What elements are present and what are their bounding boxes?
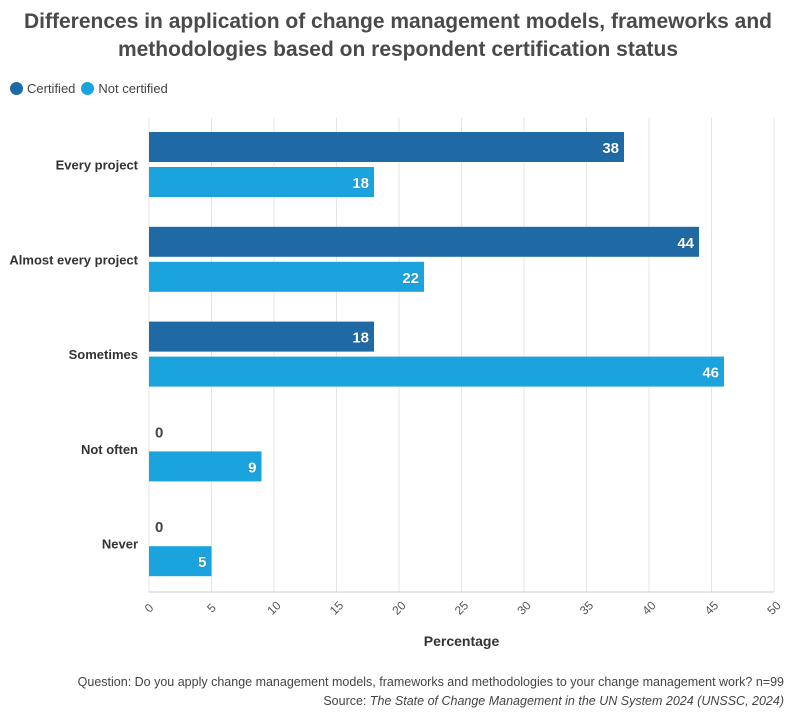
chart-title: Differences in application of change man… (0, 8, 796, 64)
x-tick-label-30: 30 (514, 598, 534, 618)
chart-footer: Question: Do you apply change management… (78, 673, 784, 711)
category-label-0: Every project (56, 158, 139, 173)
data-label-certified-0: 38 (602, 140, 619, 157)
data-label-not-certified-1: 22 (402, 270, 419, 287)
x-tick-label-25: 25 (452, 598, 472, 618)
x-tick-label-50: 50 (764, 598, 784, 618)
legend-item-not-certified[interactable]: Not certified (81, 80, 168, 96)
category-label-2: Sometimes (69, 347, 138, 362)
category-label-4: Never (102, 537, 138, 552)
data-label-certified-4: 0 (155, 519, 163, 536)
x-tick-label-15: 15 (327, 598, 347, 618)
bar-certified-1 (149, 226, 699, 257)
bar-certified-2 (149, 321, 374, 352)
data-label-not-certified-0: 18 (352, 175, 369, 192)
bar-not-certified-2 (149, 356, 724, 387)
bar-not-certified-0 (149, 167, 374, 197)
x-axis-label: Percentage (424, 633, 500, 649)
legend-swatch-certified (10, 81, 23, 95)
footer-source: Source: The State of Change Management i… (78, 692, 784, 711)
footer-source-prefix: Source: (323, 694, 370, 708)
bar-not-certified-4 (149, 546, 212, 577)
category-label-1: Almost every project (9, 252, 138, 267)
bar-not-certified-3 (149, 451, 262, 482)
x-tick-label-0: 0 (142, 600, 157, 615)
chart-title-line-2: methodologies based on respondent certif… (117, 38, 679, 61)
data-label-not-certified-3: 9 (248, 459, 256, 476)
data-label-certified-3: 0 (155, 424, 163, 441)
legend-item-certified[interactable]: Certified (10, 81, 75, 96)
x-tick-label-5: 5 (204, 600, 219, 615)
x-tick-label-10: 10 (264, 598, 284, 618)
legend-label-not-certified: Not certified (98, 80, 168, 96)
footer-question: Question: Do you apply change management… (77, 675, 784, 689)
x-tick-label-40: 40 (639, 598, 659, 618)
x-tick-label-45: 45 (702, 598, 722, 618)
chart-title-line-1: Differences in application of change man… (23, 10, 773, 33)
bar-not-certified-1 (149, 261, 424, 292)
data-label-not-certified-2: 46 (702, 365, 719, 382)
x-tick-label-20: 20 (389, 598, 409, 618)
chart-legend: Certified Not certified (10, 78, 174, 98)
bar-certified-0 (149, 132, 624, 162)
category-label-3: Not often (81, 442, 138, 457)
footer-source-title: The State of Change Management in the UN… (369, 694, 784, 708)
legend-label-certified: Certified (27, 80, 76, 96)
legend-swatch-not-certified (81, 81, 95, 95)
data-label-not-certified-4: 5 (198, 554, 206, 571)
x-tick-label-35: 35 (577, 598, 597, 618)
data-label-certified-1: 44 (677, 235, 694, 252)
data-label-certified-2: 18 (352, 330, 369, 347)
